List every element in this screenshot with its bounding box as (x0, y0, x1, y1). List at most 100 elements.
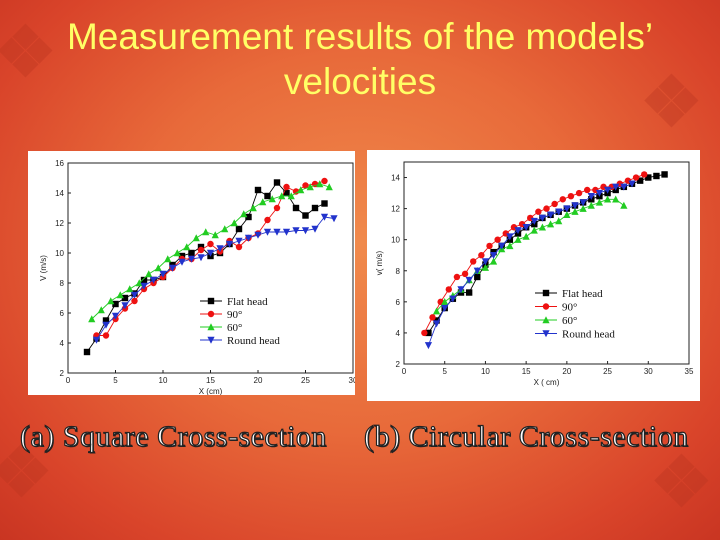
series-line-circle (423, 174, 645, 334)
x-tick-label: 20 (254, 376, 263, 385)
data-point-triangle (278, 192, 286, 200)
data-point-triangle (432, 307, 441, 315)
data-point-triangle-down (595, 189, 604, 197)
data-point-square (235, 225, 243, 233)
y-tick-label: 8 (396, 267, 401, 276)
data-point-triangle-down (130, 291, 139, 299)
data-point-triangle-down (538, 214, 547, 222)
data-point-triangle (563, 211, 571, 219)
data-point-triangle-down (140, 282, 148, 290)
data-point-circle (543, 205, 550, 212)
data-point-triangle (306, 183, 314, 191)
data-point-triangle (522, 232, 530, 240)
data-point-triangle-down (206, 249, 215, 257)
data-point-square (661, 171, 668, 178)
chart-panel-square: 0 5 10 15 20 25 30 2 4 6 8 10 12 14 16 X (cm) V (m/s) Fla… (28, 151, 355, 395)
data-point-triangle (107, 297, 115, 305)
legend-label: Round head (227, 335, 280, 347)
x-tick-label: 25 (301, 376, 310, 385)
y-axis-label: V (m/s) (39, 255, 48, 281)
data-point-circle (453, 273, 461, 281)
data-point-triangle (268, 195, 276, 203)
chart-panel-circular: 0 5 10 15 20 25 30 35 2 4 6 8 10 12 14 X ( cm) v( m/s) Fl… (367, 150, 700, 401)
legend-label: Flat head (227, 296, 268, 308)
data-point-triangle (97, 306, 105, 314)
data-point-triangle-down (197, 254, 205, 262)
slide-title-line1: Measurement results of the models’ (66, 16, 654, 57)
legend-label: Round head (562, 329, 615, 341)
data-point-square (465, 289, 473, 296)
data-point-triangle (489, 257, 498, 265)
data-point-circle (302, 182, 309, 189)
data-point-square (188, 249, 195, 257)
data-point-triangle-down (571, 202, 579, 210)
data-point-triangle-down (301, 227, 310, 235)
data-point-triangle-down (187, 255, 196, 263)
data-point-square (636, 177, 644, 184)
data-point-triangle (546, 220, 555, 228)
x-tick-label: 15 (206, 376, 215, 385)
data-point-square (245, 213, 252, 221)
data-point-circle (584, 186, 591, 194)
data-point-triangle-down (563, 205, 571, 213)
data-point-triangle-down (263, 228, 272, 236)
x-axis-label: X (cm) (199, 387, 223, 395)
data-point-circle (478, 252, 485, 259)
data-point-triangle (316, 180, 324, 188)
data-point-circle (632, 174, 640, 181)
data-point-triangle-down (282, 228, 291, 236)
data-point-triangle (230, 219, 238, 227)
slide-title: Measurement results of the models’ veloc… (0, 14, 720, 104)
data-point-square (645, 174, 652, 181)
data-point-square (121, 294, 129, 302)
x-tick-label: 25 (603, 367, 612, 376)
data-point-triangle-down (102, 321, 110, 329)
data-point-triangle-down (546, 211, 555, 219)
data-point-circle (575, 189, 583, 197)
data-point-triangle (202, 228, 210, 236)
background-seal-mark: ❖ (0, 10, 57, 93)
data-point-triangle (192, 234, 200, 242)
x-tick-label: 10 (159, 376, 168, 385)
data-point-triangle-down (292, 227, 300, 235)
data-point-triangle (555, 217, 563, 225)
x-tick-label: 20 (562, 367, 571, 376)
data-point-circle (102, 332, 110, 339)
data-point-circle (445, 286, 452, 293)
legend-marker-triangle-down (207, 336, 215, 344)
data-point-triangle-down (473, 267, 481, 275)
y-tick-label: 4 (60, 339, 65, 348)
y-tick-label: 14 (55, 189, 64, 198)
data-point-triangle (297, 186, 305, 194)
data-point-triangle-down (441, 304, 449, 312)
chart-circular-cross-section: 0 5 10 15 20 25 30 35 2 4 6 8 10 12 14 X ( cm) v( m/s) Fl… (375, 161, 694, 387)
data-point-triangle-down (330, 215, 338, 223)
legend-marker-triangle (542, 316, 550, 324)
legend-label: Flat head (562, 288, 603, 300)
data-point-circle (273, 204, 281, 212)
data-point-triangle (183, 243, 191, 251)
data-point-square (102, 317, 110, 324)
legend-marker-triangle (207, 323, 215, 331)
data-point-triangle-down (612, 183, 620, 191)
data-point-triangle-down (149, 276, 158, 284)
x-tick-label: 15 (522, 367, 531, 376)
data-point-triangle (145, 270, 153, 278)
data-point-triangle (514, 235, 522, 243)
data-point-triangle-down (424, 342, 433, 350)
data-point-triangle (164, 255, 172, 263)
data-point-triangle-down (555, 208, 563, 216)
legend-marker-triangle-down (542, 330, 550, 338)
y-tick-label: 12 (391, 205, 400, 214)
data-point-triangle-down (121, 302, 129, 310)
legend-label: 90° (227, 309, 242, 321)
data-point-triangle-down (320, 213, 329, 221)
data-point-triangle-down (530, 217, 538, 225)
data-point-circle (470, 258, 477, 265)
data-point-square (321, 200, 328, 207)
data-point-triangle-down (92, 336, 101, 344)
data-point-square (273, 179, 281, 186)
y-tick-label: 10 (55, 249, 64, 258)
legend-label: 60° (562, 315, 577, 327)
data-point-square (302, 212, 309, 219)
